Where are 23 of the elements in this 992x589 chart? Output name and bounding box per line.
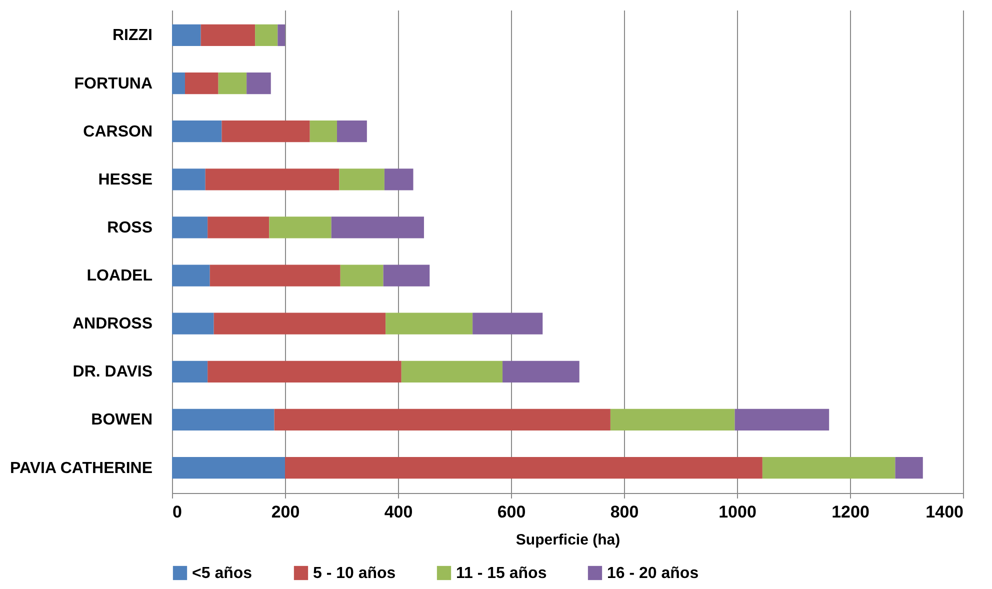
y-tick-label: CARSON — [83, 123, 152, 140]
y-tick-label: FORTUNA — [74, 75, 153, 92]
x-tick-label: 200 — [271, 502, 300, 522]
x-tick-label: 1200 — [832, 502, 870, 522]
x-tick-label: 400 — [384, 502, 413, 522]
y-tick-label: ANDROSS — [72, 316, 153, 333]
y-tick-label: BOWEN — [91, 412, 152, 429]
y-tick-label: HESSE — [98, 171, 153, 188]
y-tick-label: ROSS — [107, 219, 153, 236]
x-tick-label: 1400 — [926, 502, 964, 522]
x-axis-title: Superficie (ha) — [516, 532, 620, 548]
x-tick-label: 600 — [497, 502, 526, 522]
x-tick-label: 0 — [172, 502, 182, 522]
legend-label: 5 - 10 años — [313, 565, 396, 582]
legend-label: 16 - 20 años — [607, 565, 699, 582]
y-tick-label: PAVIA CATHERINE — [10, 460, 153, 477]
y-tick-label: RIZZI — [112, 27, 152, 44]
legend-label: <5 años — [192, 565, 252, 582]
legend-label: 11 - 15 años — [456, 565, 547, 582]
y-tick-label: DR. DAVIS — [72, 364, 153, 381]
y-tick-label: LOADEL — [86, 268, 153, 285]
x-tick-label: 800 — [610, 502, 639, 522]
x-tick-label: 1000 — [718, 502, 756, 522]
